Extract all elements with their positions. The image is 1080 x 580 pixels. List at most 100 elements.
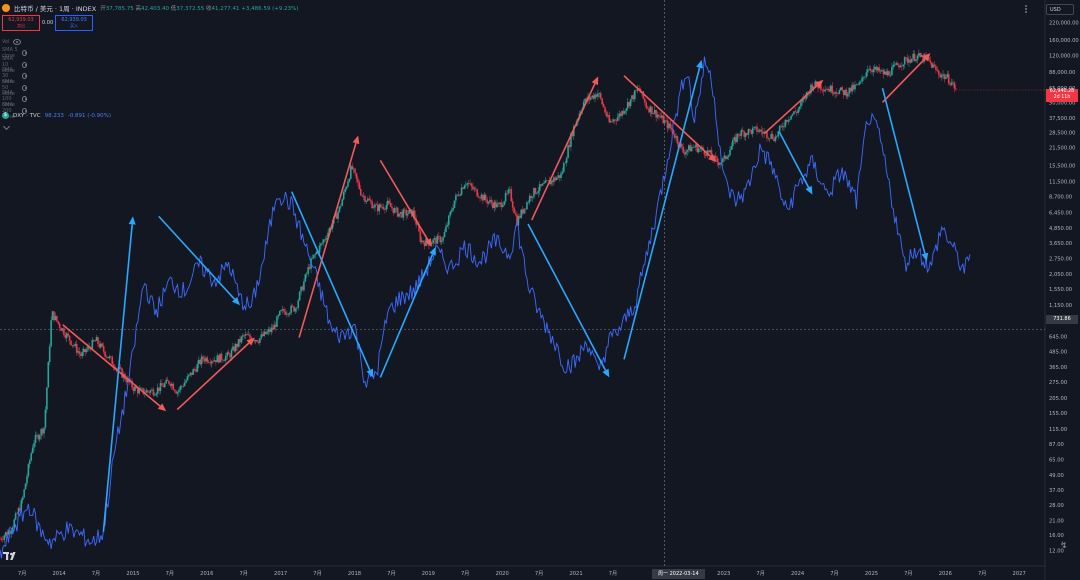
- x-tick-label: 2020: [496, 571, 509, 577]
- candle-body: [361, 195, 363, 197]
- candle-body: [351, 165, 354, 170]
- red-trend-arrow: [623, 75, 712, 158]
- candle-body: [554, 177, 557, 181]
- candle-body: [608, 115, 611, 123]
- more-options-icon[interactable]: [1025, 5, 1027, 14]
- candle-body: [568, 145, 571, 147]
- candle-body: [111, 356, 113, 365]
- eye-icon[interactable]: [22, 107, 27, 114]
- candle-body: [47, 362, 50, 388]
- candle-body: [831, 85, 834, 94]
- red-trend-arrow: [298, 142, 357, 338]
- candle-body: [107, 357, 109, 359]
- candle-body: [642, 91, 645, 99]
- y-tick-label: 28.00: [1049, 503, 1064, 509]
- eye-icon[interactable]: [22, 96, 27, 103]
- candle-body: [203, 358, 206, 362]
- candle-body: [298, 291, 301, 301]
- eye-icon[interactable]: [21, 50, 27, 57]
- candle-body: [709, 150, 711, 153]
- indicator-vol[interactable]: Vol: [2, 36, 27, 48]
- candle-body: [109, 356, 112, 357]
- currency-select[interactable]: USD: [1046, 4, 1074, 15]
- indicator-sma-10[interactable]: SMA 10 close: [2, 56, 27, 74]
- candle-body: [73, 345, 75, 346]
- candle-body: [513, 207, 515, 214]
- candle-body: [688, 145, 690, 150]
- candle-body: [527, 201, 530, 203]
- change-value: +3,486.59 (+9.23%): [241, 6, 299, 12]
- candle-body: [57, 321, 60, 324]
- last-price-label: 62,940.28 2d 11h: [1046, 89, 1078, 102]
- candle-body: [852, 84, 855, 90]
- candle-body: [200, 356, 203, 365]
- candle-body: [538, 184, 541, 192]
- eye-icon[interactable]: [22, 84, 27, 91]
- candle-body: [707, 150, 710, 153]
- candle-body: [835, 92, 838, 94]
- candle-body: [198, 359, 200, 364]
- candle-body: [186, 376, 189, 381]
- red-trend-arrow-head: [246, 337, 255, 346]
- eye-icon[interactable]: [13, 38, 22, 45]
- y-tick-label: 275.00: [1049, 380, 1067, 386]
- candle-body: [127, 378, 129, 383]
- candle-body: [87, 346, 89, 350]
- indicator-sma-30[interactable]: SMA 30 close: [2, 67, 27, 85]
- tradingview-logo-icon[interactable]: [3, 550, 19, 561]
- candle-body: [445, 226, 447, 233]
- y-tick-label: 88,000.00: [1049, 70, 1075, 76]
- candle-body: [280, 309, 283, 312]
- candle-body: [416, 224, 419, 226]
- candle-body: [323, 239, 325, 243]
- indicator-sma-5[interactable]: SMA 5 close: [2, 47, 27, 59]
- x-tick-label: 2015: [126, 571, 139, 577]
- eye-icon[interactable]: [22, 61, 27, 68]
- candle-body: [105, 356, 108, 358]
- y-tick-label: 65.00: [1049, 458, 1064, 464]
- candle-body: [629, 99, 632, 107]
- candle-body: [315, 251, 318, 255]
- candle-body: [519, 216, 521, 218]
- candle-body: [483, 194, 486, 201]
- eye-icon[interactable]: [22, 73, 27, 80]
- candle-body: [557, 175, 559, 178]
- candle-body: [196, 363, 199, 372]
- indicator-sma-100[interactable]: SMA 100 close: [2, 90, 27, 108]
- candle-body: [392, 208, 395, 213]
- y-tick-label: 8,700.00: [1049, 194, 1072, 200]
- candle-body: [669, 123, 672, 128]
- candle-body: [193, 369, 196, 370]
- candle-body: [403, 209, 406, 211]
- blue-trend-arrow: [623, 67, 701, 360]
- candle-body: [673, 134, 676, 138]
- compare-symbol-row[interactable]: $ DXY · TVC 98.233 -0.891 (-0.90%): [2, 112, 111, 119]
- buy-button[interactable]: 62,939.03 买入: [55, 15, 94, 31]
- candle-body: [430, 243, 433, 245]
- candle-body: [881, 70, 883, 71]
- candle-body: [0, 538, 3, 540]
- indicator-sma-50[interactable]: SMA 50 close: [2, 79, 27, 97]
- candle-body: [267, 329, 270, 332]
- candle-body: [27, 464, 30, 477]
- candle-body: [470, 183, 473, 187]
- y-tick-label: 155.00: [1049, 411, 1067, 417]
- candle-body: [777, 131, 780, 137]
- candle-body: [675, 136, 677, 138]
- candle-body: [750, 129, 753, 134]
- close-value: 41,277.41: [211, 6, 240, 12]
- candle-body: [692, 147, 694, 148]
- candle-body: [716, 158, 719, 163]
- x-tick-label: 7月: [387, 570, 396, 577]
- x-tick-label: 2014: [52, 571, 66, 577]
- candle-body: [75, 343, 78, 353]
- symbol-title-row[interactable]: 比特币 / 美元 · 1周 · INDEX 开37,785.75 高42,403…: [2, 3, 299, 13]
- candle-body: [148, 391, 150, 393]
- sell-button[interactable]: 62,939.03 卖出: [2, 15, 40, 31]
- candle-body: [492, 203, 494, 208]
- candle-body: [827, 88, 829, 90]
- candle-body: [616, 116, 619, 121]
- candle-body: [949, 83, 951, 85]
